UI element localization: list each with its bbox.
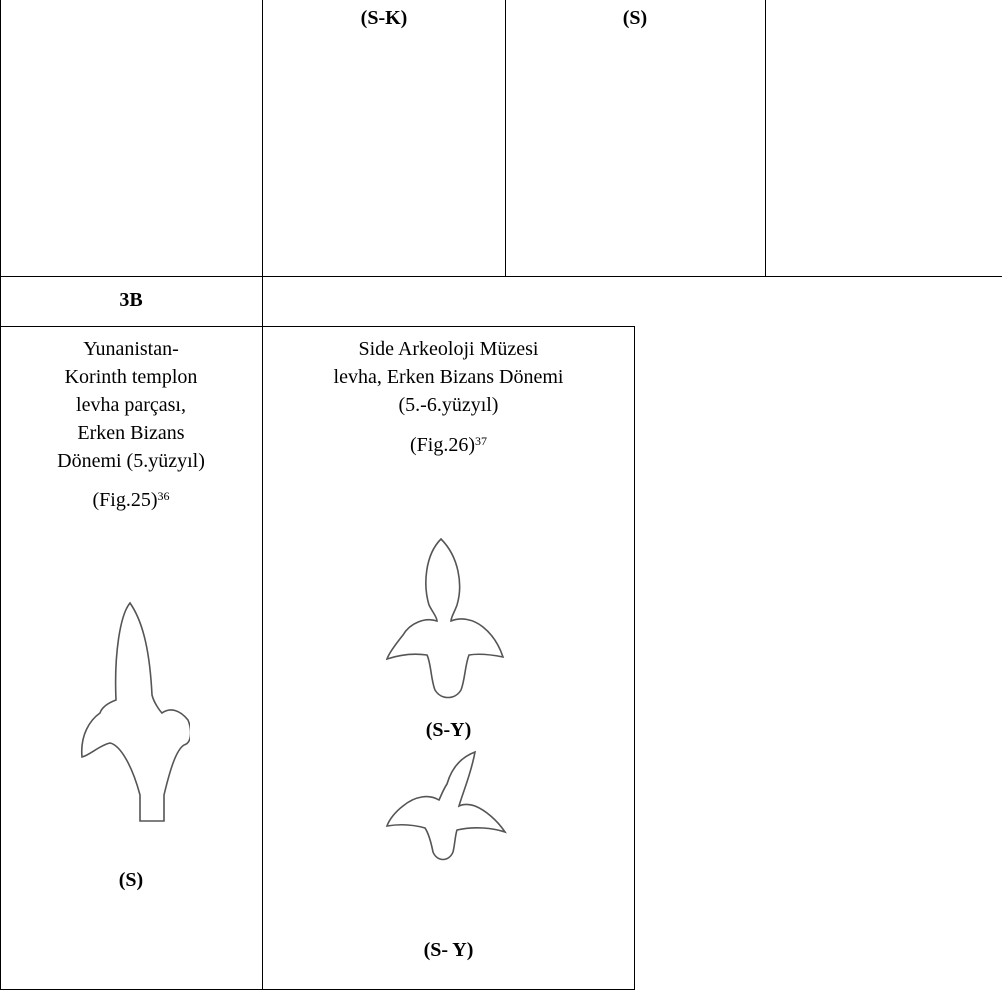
item-description: Yunanistan- Korinth templon levha parças… — [0, 335, 262, 475]
footnote: 36 — [157, 489, 170, 503]
text-line: Korinth templon — [64, 366, 198, 388]
border — [0, 326, 634, 327]
motif-drawing — [80, 601, 190, 822]
motif-drawing — [385, 537, 505, 699]
figure-ref: (Fig.25)36 — [0, 486, 262, 514]
figure: (Fig.26) — [410, 434, 475, 456]
text-line: Erken Bizans — [77, 422, 185, 444]
motif-label: (S- Y) — [423, 939, 474, 961]
border — [505, 0, 506, 276]
text-line: levha, Erken Bizans Dönemi — [333, 366, 564, 388]
border — [0, 0, 1, 990]
section-label: 3B — [119, 289, 143, 311]
border — [0, 989, 635, 990]
header-cell: (S-K) — [360, 7, 408, 29]
text-line: levha parçası, — [76, 394, 186, 416]
border — [634, 326, 635, 990]
motif-drawing — [385, 750, 507, 861]
header-cell: (S) — [622, 7, 648, 29]
border — [262, 0, 263, 990]
text-line: Side Arkeoloji Müzesi — [358, 338, 539, 360]
figure-ref: (Fig.26)37 — [263, 431, 634, 459]
text-line: Yunanistan- — [83, 338, 179, 360]
border — [765, 0, 766, 276]
border — [0, 276, 1002, 277]
text-line: Dönemi (5.yüzyıl) — [57, 450, 205, 472]
text-line: (5.-6.yüzyıl) — [398, 394, 499, 416]
motif-label: (S-Y) — [425, 719, 472, 741]
motif-label: (S) — [118, 869, 144, 891]
footnote: 37 — [475, 434, 487, 448]
item-description: Side Arkeoloji Müzesi levha, Erken Bizan… — [263, 335, 634, 419]
figure: (Fig.25) — [92, 489, 158, 511]
